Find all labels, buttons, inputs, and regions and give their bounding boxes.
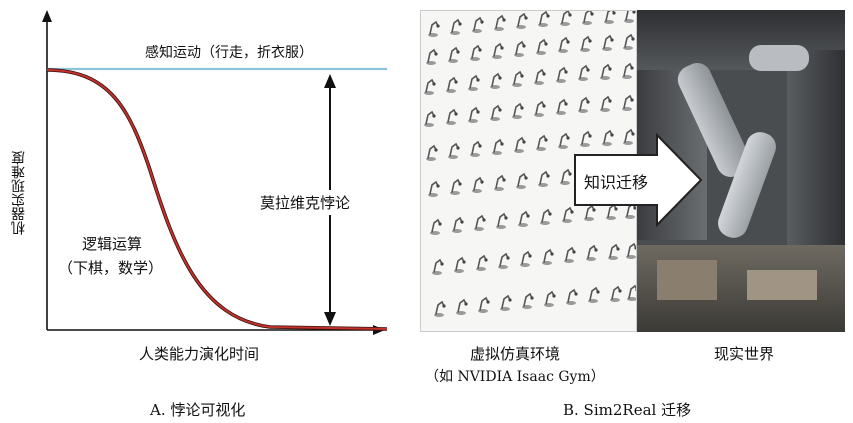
panel-b-caption: B. Sim2Real 迁移 bbox=[563, 401, 692, 419]
difficulty-curve bbox=[46, 69, 388, 330]
logic-computation-label: 逻辑运算 bbox=[82, 235, 143, 253]
gap-arrow-up-head bbox=[324, 74, 336, 88]
real-world-image bbox=[637, 10, 845, 332]
lab-box bbox=[657, 260, 717, 300]
knowledge-transfer-label: 知识迁移 bbox=[584, 173, 649, 192]
real-world-label: 现实世界 bbox=[714, 345, 775, 363]
gap-arrow-down-head bbox=[324, 312, 336, 326]
lab-tray bbox=[747, 270, 817, 300]
lab-shelf-right bbox=[787, 50, 845, 250]
transfer-arrow-shape bbox=[574, 133, 703, 227]
perception-motion-label: 感知运动（行走，折衣服） bbox=[145, 45, 313, 61]
panel-a-caption: A. 悖论可视化 bbox=[150, 401, 246, 419]
y-axis-arrowhead bbox=[42, 10, 52, 22]
y-axis-label: 机器实现难度 bbox=[11, 151, 27, 235]
moravec-paradox-label: 莫拉维克悖论 bbox=[260, 190, 351, 215]
logic-examples-label: （下棋，数学） bbox=[58, 259, 164, 277]
simulation-example-label: （如 NVIDIA Isaac Gym） bbox=[425, 369, 605, 385]
x-axis-label: 人类能力演化时间 bbox=[139, 345, 260, 363]
robot-joint bbox=[749, 45, 809, 71]
simulation-label: 虚拟仿真环境 bbox=[470, 345, 561, 363]
knowledge-transfer-arrow bbox=[574, 133, 703, 227]
paradox-diagram bbox=[42, 10, 388, 335]
